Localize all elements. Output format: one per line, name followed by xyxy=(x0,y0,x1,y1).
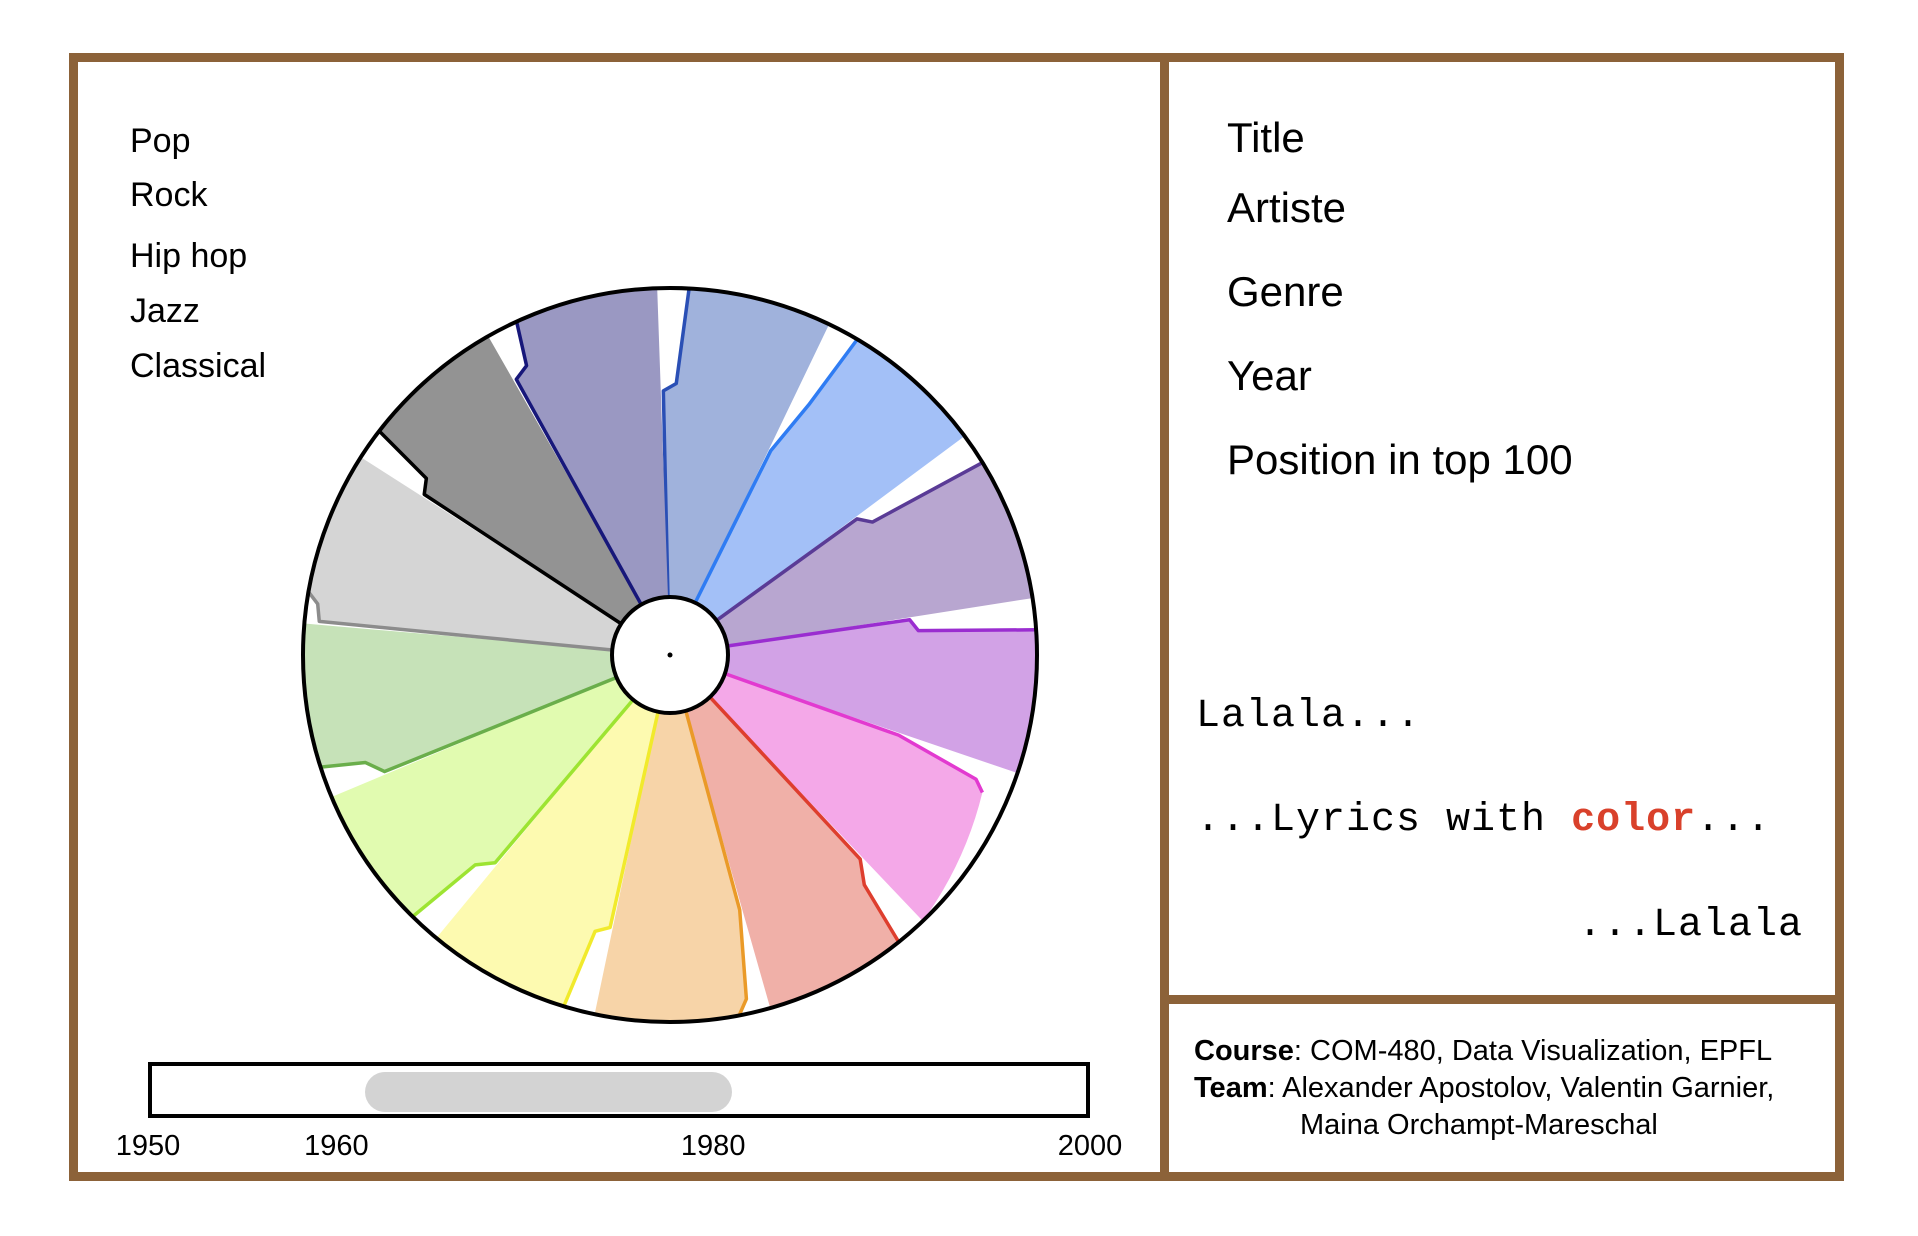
song-artist-label: Artiste xyxy=(1227,184,1347,231)
song-year-label: Year xyxy=(1227,352,1312,399)
lyrics-line-2: ...Lyrics with color... xyxy=(1196,798,1771,843)
wheel-segment[interactable] xyxy=(685,697,899,1009)
lyrics-line-3: ...Lalala xyxy=(1578,903,1804,948)
lyrics-highlighted-word: color xyxy=(1571,798,1697,843)
wheel-segment-edge xyxy=(514,321,643,606)
legend-item-jazz[interactable]: Jazz xyxy=(130,292,200,330)
wheel-segment-edge xyxy=(661,288,691,598)
wheel-segment-edge xyxy=(377,429,623,626)
wheel-segment[interactable] xyxy=(663,288,830,603)
wheel-segment[interactable] xyxy=(516,288,668,605)
tick-label-1980: 1980 xyxy=(680,1130,746,1162)
tick-label-1960: 1960 xyxy=(304,1130,369,1162)
year-range-handle[interactable] xyxy=(364,1072,733,1112)
song-position-label: Position in top 100 xyxy=(1227,436,1573,483)
wheel-segment[interactable] xyxy=(436,699,659,1007)
course-value: : COM-480, Data Visualization, EPFL xyxy=(1293,1035,1773,1067)
radial-wheel-chart[interactable] xyxy=(270,255,1070,1055)
wheel-segment[interactable] xyxy=(303,623,617,772)
song-genre-label: Genre xyxy=(1227,268,1344,315)
team-credit-continued: Maina Orchampt-Mareschal xyxy=(1300,1109,1658,1141)
wheel-segment-edge xyxy=(562,711,660,1007)
wheel-segment[interactable] xyxy=(724,619,1037,774)
wheel-segment[interactable] xyxy=(331,677,634,917)
wheel-segment-edge xyxy=(307,590,613,652)
course-label: Course xyxy=(1194,1035,1294,1067)
wheel-outline xyxy=(301,286,1039,1024)
wheel-segment-edge xyxy=(320,675,618,774)
team-credit: Team: Alexander Apostolov, Valentin Garn… xyxy=(1194,1072,1774,1105)
wheel-center-dot xyxy=(667,652,673,658)
wheel-segment-edge xyxy=(693,338,859,604)
legend-item-rock[interactable]: Rock xyxy=(130,176,208,214)
wheel-segment[interactable] xyxy=(695,339,965,621)
wheel-segment-edge xyxy=(715,460,984,622)
wheel-segment-edge xyxy=(727,617,1037,648)
wheel-segment[interactable] xyxy=(594,710,747,1022)
wheel-segment[interactable] xyxy=(716,462,1033,647)
lyrics-line-1: Lalala... xyxy=(1196,694,1422,739)
wheel-segment-edge xyxy=(708,695,901,943)
legend-item-pop[interactable]: Pop xyxy=(130,122,191,160)
wheel-segment[interactable] xyxy=(308,457,622,651)
credits-panel xyxy=(1160,995,1844,1181)
wheel-segment-edge xyxy=(411,698,635,919)
course-credit: Course: COM-480, Data Visualization, EPF… xyxy=(1194,1035,1772,1068)
wheel-segments[interactable] xyxy=(303,288,1037,1022)
lyrics-line-2-prefix: ...Lyrics with xyxy=(1196,798,1572,843)
tick-label-2000: 2000 xyxy=(1057,1130,1123,1162)
legend-item-hip-hop[interactable]: Hip hop xyxy=(130,237,248,275)
team-value: : Alexander Apostolov, Valentin Garnier, xyxy=(1267,1072,1775,1104)
team-label: Team xyxy=(1194,1072,1268,1104)
wheel-segment-edge xyxy=(724,672,984,794)
wheel-segment[interactable] xyxy=(709,673,983,922)
lyrics-line-2-suffix: ... xyxy=(1696,798,1772,843)
year-range-slider[interactable] xyxy=(148,1062,1090,1118)
tick-label-1950: 1950 xyxy=(115,1130,181,1162)
wheel-segment[interactable] xyxy=(379,336,642,624)
song-details-panel xyxy=(1160,53,1844,1004)
song-title-label: Title xyxy=(1227,114,1305,161)
wheel-segment-edge xyxy=(684,710,749,1017)
legend-item-classical[interactable]: Classical xyxy=(130,347,267,385)
